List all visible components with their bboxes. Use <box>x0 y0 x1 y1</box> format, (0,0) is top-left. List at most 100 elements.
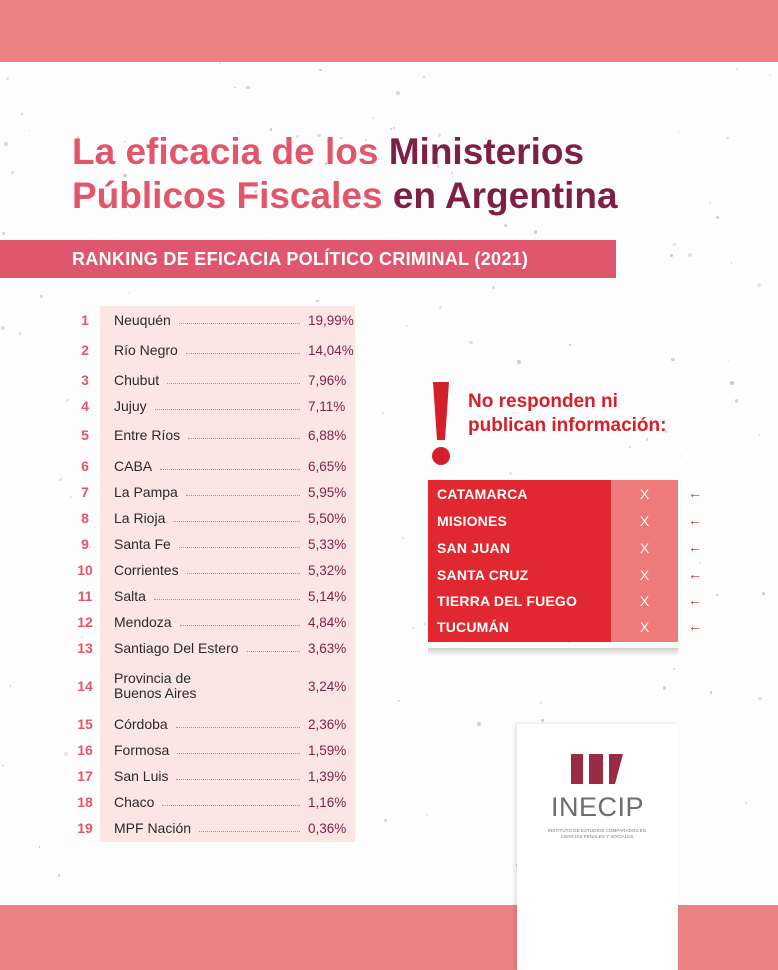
dotted-leader <box>185 488 300 496</box>
paper-speck <box>504 224 508 227</box>
ranking-value: 5,14% <box>308 588 347 604</box>
ranking-number: 5 <box>81 427 89 443</box>
ranking-number: 15 <box>77 716 93 732</box>
paper-speck <box>412 627 415 630</box>
paper-speck <box>295 134 299 138</box>
ranking-name: Formosa <box>114 742 170 758</box>
inecip-logo-card: INECIP INSTITUTO DE ESTUDIOS COMPARADOS … <box>517 724 678 970</box>
paper-speck <box>396 699 400 703</box>
province-name: TIERRA DEL FUEGO <box>437 593 578 609</box>
ranking-number: 8 <box>81 510 89 526</box>
paper-speck <box>710 691 713 694</box>
ranking-number: 1 <box>81 312 89 328</box>
paper-speck <box>665 430 668 433</box>
paper-speck <box>316 299 320 303</box>
paper-speck <box>401 537 404 540</box>
ranking-row: 3 Chubut 7,96% <box>70 370 360 390</box>
ranking-name: Neuquén <box>114 312 171 328</box>
ranking-name: Corrientes <box>114 562 179 578</box>
arrow-left-icon: ← <box>688 512 702 528</box>
ranking-name: Santa Fe <box>114 536 171 552</box>
paper-speck <box>744 801 747 805</box>
ranking-row: 14 Provincia de Buenos Aires 3,24% <box>70 669 360 703</box>
paper-speck <box>730 262 733 265</box>
paper-speck <box>715 216 719 220</box>
paper-speck <box>469 340 473 345</box>
x-mark: X <box>639 486 650 502</box>
province-name: SANTA CRUZ <box>437 567 529 583</box>
arrow-left-icon: ← <box>688 566 702 582</box>
ranking-value: 7,96% <box>308 372 347 388</box>
paper-speck <box>2 232 6 236</box>
x-mark: X <box>639 567 650 583</box>
ranking-name: Jujuy <box>114 398 147 414</box>
no-response-table: CATAMARCA X MISIONES X SAN JUAN X SANTA CRUZ X T… <box>428 480 678 642</box>
province-name: SAN JUAN <box>437 540 511 556</box>
dotted-leader <box>188 431 300 439</box>
paper-speck <box>753 581 755 583</box>
x-mark: X <box>639 593 650 609</box>
paper-speck <box>437 133 442 137</box>
ranking-row: 12 Mendoza 4,84% <box>70 612 360 632</box>
paper-speck <box>21 112 24 115</box>
paper-speck <box>680 455 683 457</box>
province-name: MISIONES <box>437 513 508 529</box>
dotted-leader <box>176 772 300 780</box>
paper-speck <box>342 860 344 862</box>
paper-speck <box>729 381 734 385</box>
paper-speck <box>426 813 429 817</box>
paper-speck <box>58 478 62 482</box>
paper-speck <box>406 324 408 327</box>
paper-speck <box>11 170 15 174</box>
ranking-row: 19 MPF Nación 0,36% <box>70 818 360 838</box>
ranking-number: 7 <box>81 484 89 500</box>
paper-speck <box>423 75 426 79</box>
ranking-value: 14,04% <box>308 342 354 358</box>
paper-speck <box>371 117 374 120</box>
province-name: CATAMARCA <box>437 486 528 502</box>
title-line2-pink: Públicos Fiscales <box>72 175 383 216</box>
paper-speck <box>762 592 765 595</box>
paper-speck <box>678 131 680 133</box>
paper-speck <box>384 818 388 822</box>
paper-speck <box>188 163 190 165</box>
ranking-row: 9 Santa Fe 5,33% <box>70 534 360 554</box>
paper-speck <box>63 751 68 756</box>
table-shadow <box>428 648 678 656</box>
ranking-name: Entre Ríos <box>114 427 181 443</box>
dotted-leader <box>162 798 300 806</box>
ranking-name: La Pampa <box>114 484 178 500</box>
paper-speck <box>450 172 453 174</box>
paper-speck <box>252 147 254 149</box>
paper-speck <box>757 283 762 287</box>
title-line1-dark: Ministerios <box>388 131 585 172</box>
paper-speck <box>18 332 22 335</box>
paper-speck <box>541 719 544 722</box>
inecip-logo-mark <box>571 754 623 784</box>
x-mark: X <box>639 619 650 635</box>
paper-speck <box>698 562 701 565</box>
paper-speck <box>110 184 112 187</box>
ranking-value: 5,32% <box>308 562 347 578</box>
paper-speck <box>726 136 729 140</box>
paper-speck <box>485 138 488 141</box>
ranking-value: 6,88% <box>308 427 347 443</box>
paper-speck <box>492 285 496 289</box>
paper-speck <box>392 127 395 130</box>
paper-speck <box>727 359 730 362</box>
paper-speck <box>254 190 258 193</box>
paper-speck <box>708 202 712 205</box>
paper-speck <box>5 77 9 81</box>
ranking-row: 11 Salta 5,14% <box>70 586 360 606</box>
no-response-row: SAN JUAN X <box>428 535 678 561</box>
x-mark: X <box>639 513 650 529</box>
paper-speck <box>40 295 43 298</box>
no-response-row: SANTA CRUZ X <box>428 562 678 588</box>
paper-speck <box>662 686 667 690</box>
ranking-value: 1,39% <box>308 768 347 784</box>
paper-speck <box>436 165 440 169</box>
ranking-value: 3,63% <box>308 640 347 656</box>
paper-speck <box>396 91 400 96</box>
paper-speck <box>234 86 236 89</box>
paper-speck <box>734 399 739 403</box>
